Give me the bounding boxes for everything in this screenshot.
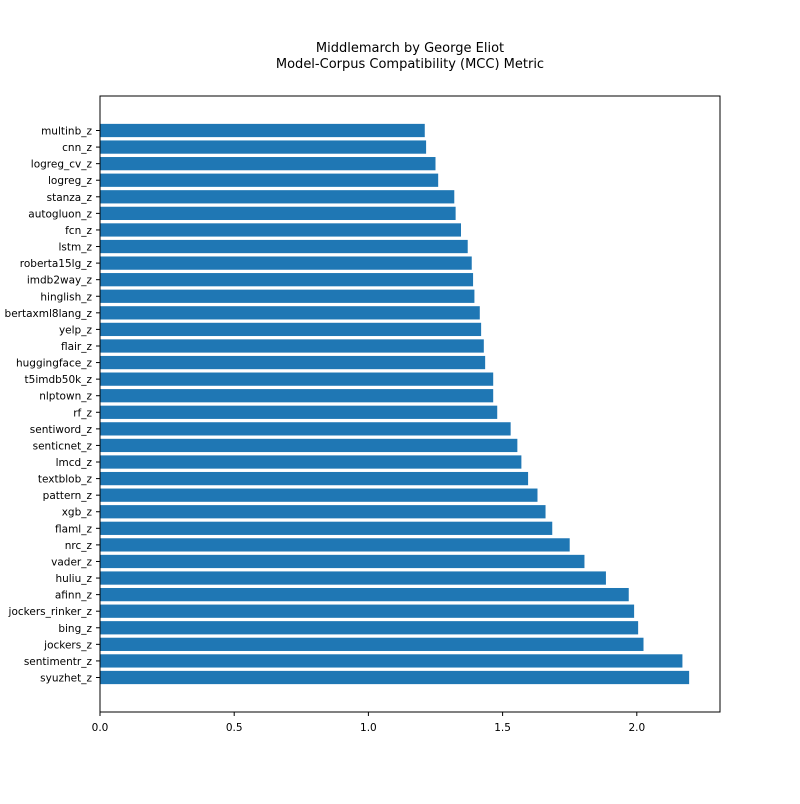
bar-nlptown_z — [100, 389, 494, 403]
y-tick-label: textblob_z — [38, 474, 93, 486]
y-tick-label: cnn_z — [62, 142, 92, 154]
bar-lmcd_z — [100, 455, 522, 469]
y-tick-label: t5imdb50k_z — [25, 374, 93, 386]
bar-roberta15lg_z — [100, 256, 472, 270]
x-tick-label: 0.0 — [92, 722, 109, 734]
bar-logreg_z — [100, 173, 439, 187]
bar-sentiword_z — [100, 422, 511, 436]
y-tick-label: vader_z — [51, 556, 92, 568]
y-tick-label: logreg_z — [48, 175, 92, 187]
y-tick-label: rf_z — [73, 407, 92, 419]
y-tick-label: sentiword_z — [30, 424, 93, 436]
y-tick-label: huliu_z — [55, 573, 92, 585]
x-tick-label: 1.0 — [360, 722, 377, 734]
y-tick-label: yelp_z — [59, 324, 93, 336]
y-tick-label: flair_z — [61, 341, 93, 353]
bars-group — [100, 123, 690, 685]
y-tick-label: syuzhet_z — [40, 673, 92, 685]
y-tick-label: nlptown_z — [39, 391, 92, 403]
y-tick-label: autogluon_z — [28, 208, 92, 220]
bar-fcn_z — [100, 223, 461, 237]
bar-jockers_rinker_z — [100, 604, 635, 618]
bar-senticnet_z — [100, 438, 518, 453]
y-tick-label: bertaxml8lang_z — [5, 308, 93, 320]
chart-subtitle: Model-Corpus Compatibility (MCC) Metric — [276, 57, 544, 72]
bar-huliu_z — [100, 571, 606, 585]
bar-stanza_z — [100, 190, 455, 204]
x-tick-label: 0.5 — [226, 722, 243, 734]
bar-xgb_z — [100, 505, 546, 519]
bar-rf_z — [100, 405, 498, 419]
bar-pattern_z — [100, 488, 538, 502]
bar-logreg_cv_z — [100, 157, 436, 171]
x-axis-ticks: 0.0 0.5 1.0 1.5 2.0 — [92, 712, 645, 734]
y-tick-label: lstm_z — [59, 242, 93, 254]
y-tick-label: huggingface_z — [16, 358, 92, 370]
bar-sentimentr_z — [100, 654, 683, 668]
bar-jockers_z — [100, 637, 644, 651]
y-tick-label: stanza_z — [47, 192, 93, 204]
y-tick-label: flaml_z — [55, 523, 92, 535]
bar-afinn_z — [100, 587, 629, 602]
y-tick-label: fcn_z — [65, 225, 92, 237]
bar-nrc_z — [100, 538, 570, 552]
y-tick-label: xgb_z — [62, 507, 93, 519]
bar-lstm_z — [100, 239, 468, 254]
bar-hinglish_z — [100, 289, 475, 303]
y-tick-label: roberta15lg_z — [20, 258, 93, 270]
y-tick-label: afinn_z — [55, 590, 93, 602]
y-axis-ticks: multinb_z cnn_z logreg_cv_z logreg_z stanza_… — [5, 126, 100, 685]
y-tick-label: multinb_z — [41, 126, 92, 138]
bar-bertaxml8lang_z — [100, 306, 480, 320]
bar-syuzhet_z — [100, 670, 690, 685]
bar-cnn_z — [100, 140, 427, 154]
y-tick-label: hinglish_z — [40, 291, 92, 303]
y-tick-label: jockers_z — [43, 639, 92, 651]
bar-huggingface_z — [100, 355, 486, 370]
plot-area-frame — [99, 95, 721, 713]
bar-flaml_z — [100, 521, 553, 535]
y-tick-label: bing_z — [58, 623, 92, 635]
y-tick-label: pattern_z — [43, 490, 93, 502]
chart-title: Middlemarch by George Eliot — [316, 41, 504, 56]
y-tick-label: sentimentr_z — [24, 656, 93, 668]
bar-autogluon_z — [100, 206, 456, 221]
x-tick-label: 2.0 — [628, 722, 645, 734]
y-tick-label: senticnet_z — [33, 440, 93, 452]
y-tick-label: jockers_rinker_z — [8, 606, 93, 618]
y-tick-label: imdb2way_z — [27, 275, 93, 287]
y-tick-label: logreg_cv_z — [31, 159, 93, 171]
y-tick-label: lmcd_z — [56, 457, 93, 469]
bar-bing_z — [100, 621, 639, 635]
bar-textblob_z — [100, 471, 529, 486]
bar-vader_z — [100, 554, 585, 569]
bar-imdb2way_z — [100, 273, 474, 287]
bar-flair_z — [100, 339, 484, 353]
bar-yelp_z — [100, 322, 482, 337]
y-tick-label: nrc_z — [65, 540, 93, 552]
bar-multinb_z — [100, 123, 425, 138]
x-tick-label: 1.5 — [494, 722, 511, 734]
bar-t5imdb50k_z — [100, 372, 494, 386]
